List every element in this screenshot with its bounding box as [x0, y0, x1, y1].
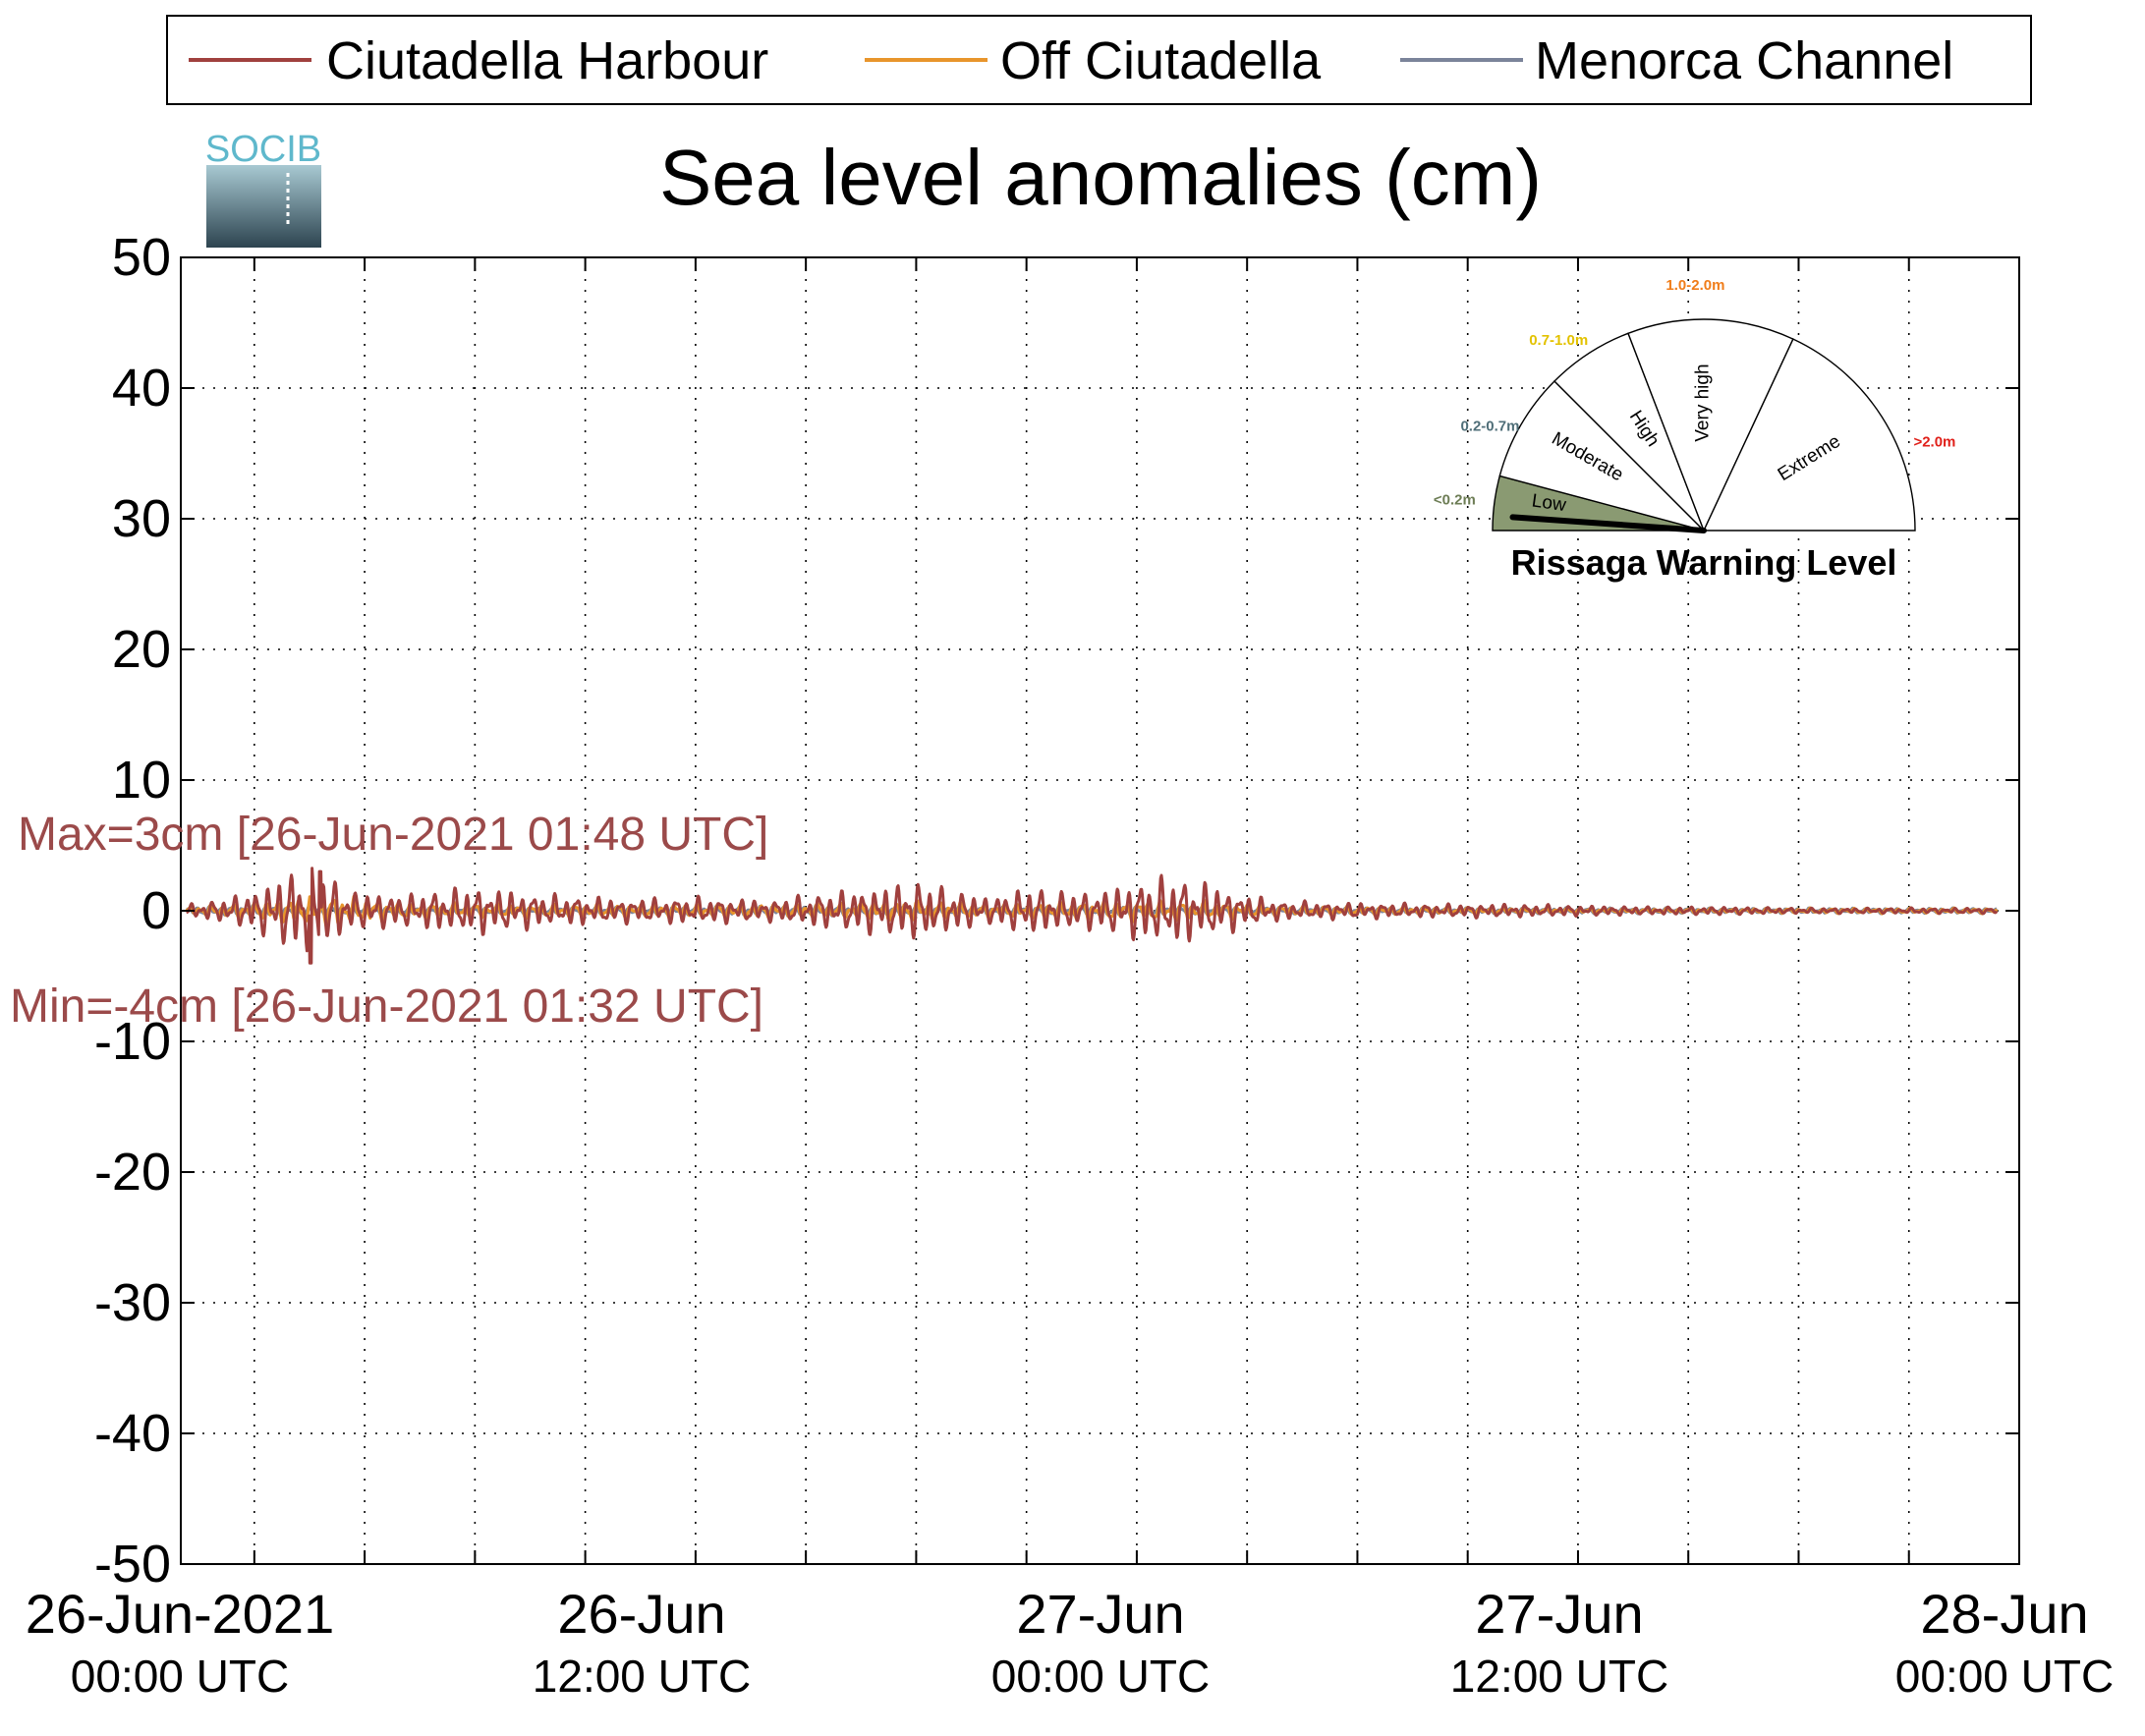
chart-title: Sea level anomalies (cm)	[659, 134, 1542, 221]
gauge-sector-very-high	[1627, 318, 1794, 532]
x-tick-time-label: 12:00 UTC	[1450, 1651, 1668, 1702]
y-tick-label: 50	[112, 228, 171, 287]
y-tick-label: -30	[94, 1273, 171, 1332]
y-tick-label: 0	[141, 881, 171, 940]
gauge-label-very-high: Very high	[1692, 364, 1713, 441]
y-tick-label: -20	[94, 1143, 171, 1202]
gauge-title: Rissaga Warning Level	[1511, 542, 1897, 583]
gauge-range-very-high: 1.0-2.0m	[1665, 277, 1724, 294]
x-tick-time-label: 12:00 UTC	[533, 1651, 751, 1702]
gauge-range-high: 0.7-1.0m	[1529, 332, 1588, 349]
socib-logo: SOCIB	[205, 129, 321, 248]
x-axis: 26-Jun-2021 00:00 UTC 26-Jun 12:00 UTC 27-Ju…	[26, 257, 2114, 1702]
y-tick-label: -40	[94, 1404, 171, 1463]
max-annotation: Max=3cm [26-Jun-2021 01:48 UTC]	[18, 809, 768, 861]
y-tick-label: 40	[112, 359, 171, 418]
y-tick-label: 30	[112, 489, 171, 548]
legend-label-channel: Menorca Channel	[1535, 31, 1953, 90]
x-tick-date-label: 26-Jun	[557, 1583, 725, 1645]
legend-label-off: Off Ciutadella	[1000, 31, 1322, 90]
y-tick-label: -10	[94, 1012, 171, 1071]
x-tick-date-label: 26-Jun-2021	[26, 1583, 334, 1645]
y-tick-label: 20	[112, 620, 171, 679]
y-axis: 50 40 30 20 10 0 -10 -20 -30 -40 -50	[94, 228, 2019, 1594]
gauge-sector-extreme	[1702, 338, 1916, 532]
gauge-needle	[1509, 514, 1707, 533]
legend-label-harbour: Ciutadella Harbour	[326, 31, 768, 90]
y-tick-label: 10	[112, 751, 171, 810]
x-tick-date-label: 27-Jun	[1475, 1583, 1643, 1645]
x-tick-date-label: 27-Jun	[1016, 1583, 1184, 1645]
min-annotation: Min=-4cm [26-Jun-2021 01:32 UTC]	[10, 980, 763, 1033]
series	[185, 867, 1999, 965]
x-tick-date-label: 28-Jun	[1920, 1583, 2088, 1645]
gauge-label-low: Low	[1531, 490, 1568, 516]
legend-box	[166, 15, 2032, 105]
y-tick-label: -50	[94, 1535, 171, 1594]
x-tick-time-label: 00:00 UTC	[991, 1651, 1210, 1702]
series-line-harbour	[185, 867, 1999, 965]
logo-text: SOCIB	[205, 129, 321, 170]
gauge-range-moderate: 0.2-0.7m	[1460, 419, 1519, 435]
legend: Ciutadella Harbour Off Ciutadella Menorc…	[166, 15, 2032, 105]
x-tick-time-label: 00:00 UTC	[71, 1651, 289, 1702]
x-tick-time-label: 00:00 UTC	[1895, 1651, 2114, 1702]
gauge-range-low: <0.2m	[1434, 491, 1476, 508]
gauge-sector-moderate	[1498, 380, 1707, 532]
gauge-range-extreme: >2.0m	[1913, 433, 1955, 450]
